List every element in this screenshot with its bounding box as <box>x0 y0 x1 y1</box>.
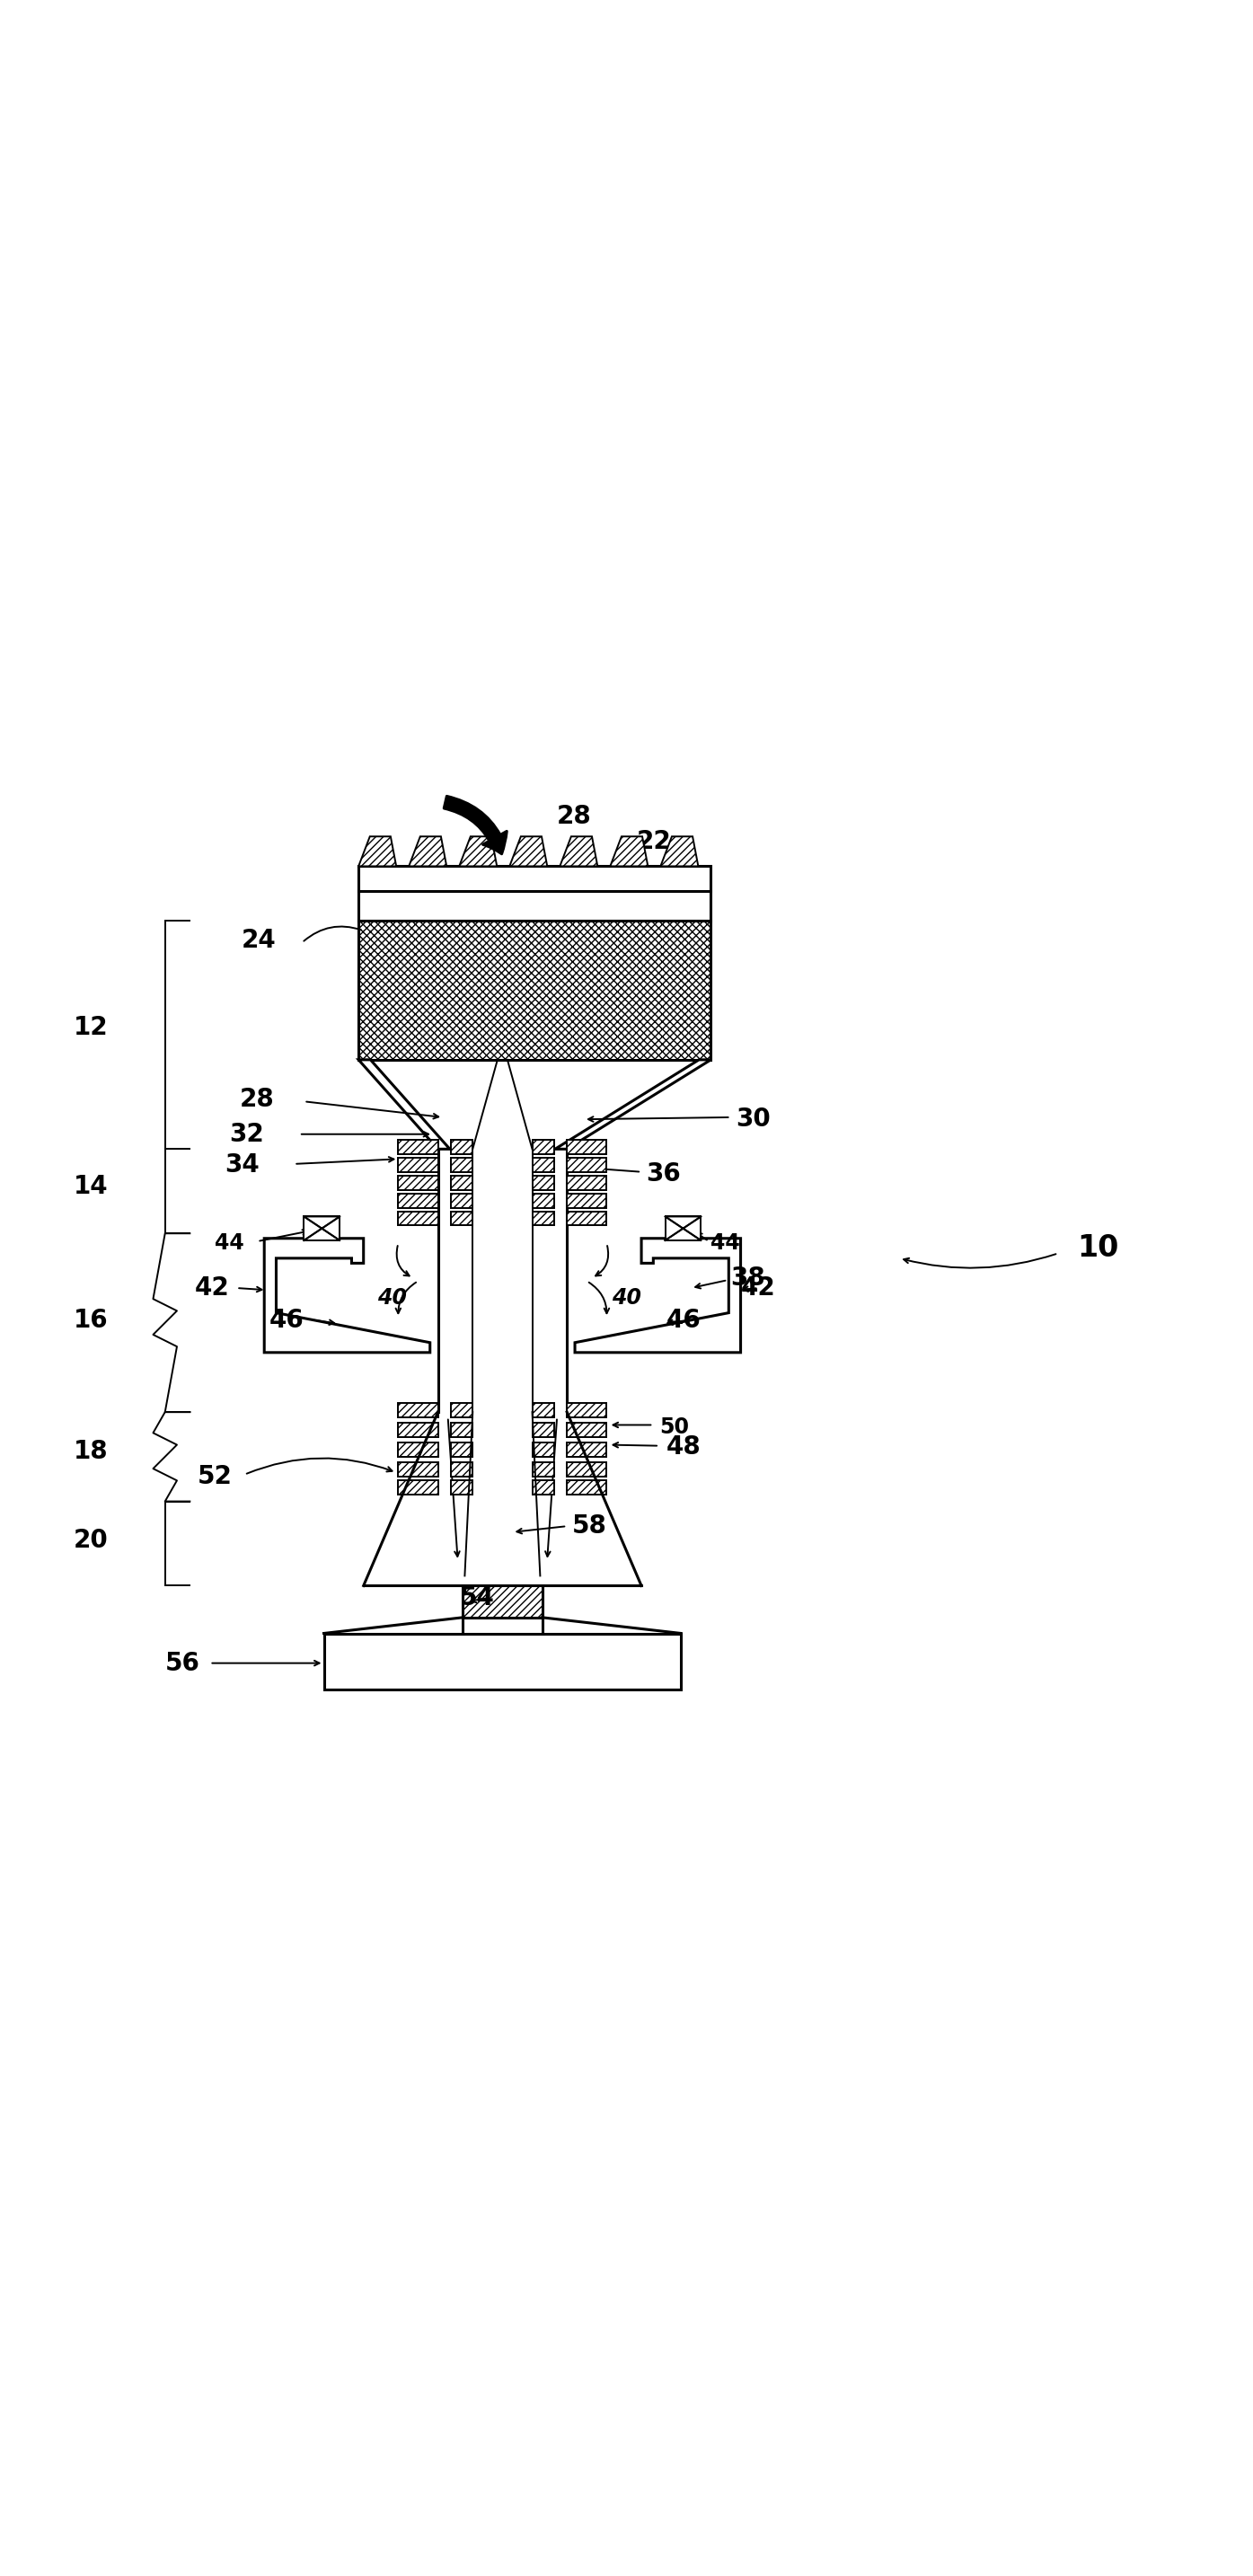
Text: 24: 24 <box>242 927 276 953</box>
Bar <box>451 1211 472 1226</box>
Text: 30: 30 <box>736 1108 771 1131</box>
Bar <box>451 1422 472 1437</box>
Text: 58: 58 <box>571 1515 606 1538</box>
Bar <box>398 1175 439 1190</box>
Bar <box>566 1193 606 1208</box>
Text: 42: 42 <box>741 1275 776 1301</box>
Bar <box>451 1175 472 1190</box>
Polygon shape <box>459 837 497 866</box>
Bar <box>398 1193 439 1208</box>
Bar <box>533 1159 554 1172</box>
Polygon shape <box>610 837 648 866</box>
Polygon shape <box>358 1059 450 1149</box>
Text: 38: 38 <box>730 1265 766 1291</box>
Bar <box>533 1193 554 1208</box>
Bar <box>451 1481 472 1494</box>
Bar <box>533 1463 554 1476</box>
Bar <box>398 1211 439 1226</box>
Bar <box>566 1481 606 1494</box>
Bar <box>533 1481 554 1494</box>
Text: 34: 34 <box>224 1151 259 1177</box>
Bar <box>398 1404 439 1417</box>
Bar <box>451 1159 472 1172</box>
Polygon shape <box>660 837 698 866</box>
Bar <box>451 1404 472 1417</box>
Text: 46: 46 <box>269 1309 304 1334</box>
Bar <box>533 1443 554 1455</box>
Bar <box>533 1422 554 1437</box>
Polygon shape <box>575 1239 741 1352</box>
Text: 46: 46 <box>667 1309 700 1334</box>
Bar <box>398 1422 439 1437</box>
Bar <box>566 1141 606 1154</box>
Bar <box>398 1159 439 1172</box>
Text: 48: 48 <box>667 1435 700 1461</box>
Text: 44: 44 <box>710 1231 741 1255</box>
Bar <box>566 1422 606 1437</box>
Text: 16: 16 <box>73 1309 108 1334</box>
Polygon shape <box>510 837 548 866</box>
Text: 36: 36 <box>647 1162 682 1188</box>
Bar <box>566 1443 606 1455</box>
Text: 56: 56 <box>165 1651 199 1677</box>
Text: 42: 42 <box>194 1275 229 1301</box>
Bar <box>398 1481 439 1494</box>
Bar <box>566 1211 606 1226</box>
Text: 32: 32 <box>229 1121 264 1146</box>
Polygon shape <box>560 837 598 866</box>
Text: 10: 10 <box>1078 1234 1119 1262</box>
Polygon shape <box>264 1239 430 1352</box>
Text: 28: 28 <box>558 804 591 829</box>
Bar <box>358 920 710 1059</box>
Text: 18: 18 <box>73 1440 108 1463</box>
Bar <box>398 1141 439 1154</box>
Text: 12: 12 <box>73 1015 108 1041</box>
Text: 40: 40 <box>611 1288 642 1309</box>
Bar <box>533 1211 554 1226</box>
Bar <box>533 1404 554 1417</box>
Bar <box>451 1141 472 1154</box>
Text: 54: 54 <box>460 1584 495 1610</box>
Text: 22: 22 <box>637 829 672 855</box>
Bar <box>533 1175 554 1190</box>
Text: 44: 44 <box>216 1231 244 1255</box>
Bar <box>323 1633 682 1690</box>
Bar <box>566 1175 606 1190</box>
Bar <box>566 1404 606 1417</box>
Bar <box>304 1216 340 1242</box>
Bar <box>398 1463 439 1476</box>
Bar <box>451 1443 472 1455</box>
Bar <box>665 1216 700 1242</box>
Text: 50: 50 <box>659 1417 689 1437</box>
Bar <box>358 866 710 891</box>
Bar <box>358 891 710 920</box>
Bar <box>566 1159 606 1172</box>
Bar <box>533 1141 554 1154</box>
Bar <box>398 1443 439 1455</box>
Bar <box>462 1587 543 1618</box>
Polygon shape <box>555 1059 710 1149</box>
Polygon shape <box>358 837 396 866</box>
Polygon shape <box>408 837 446 866</box>
Text: 14: 14 <box>73 1175 108 1198</box>
Text: 52: 52 <box>198 1463 233 1489</box>
Text: 28: 28 <box>239 1087 274 1113</box>
Bar <box>451 1463 472 1476</box>
Bar <box>566 1463 606 1476</box>
Text: 40: 40 <box>377 1288 407 1309</box>
FancyArrowPatch shape <box>444 796 506 853</box>
Text: 20: 20 <box>73 1528 108 1553</box>
Bar <box>451 1193 472 1208</box>
